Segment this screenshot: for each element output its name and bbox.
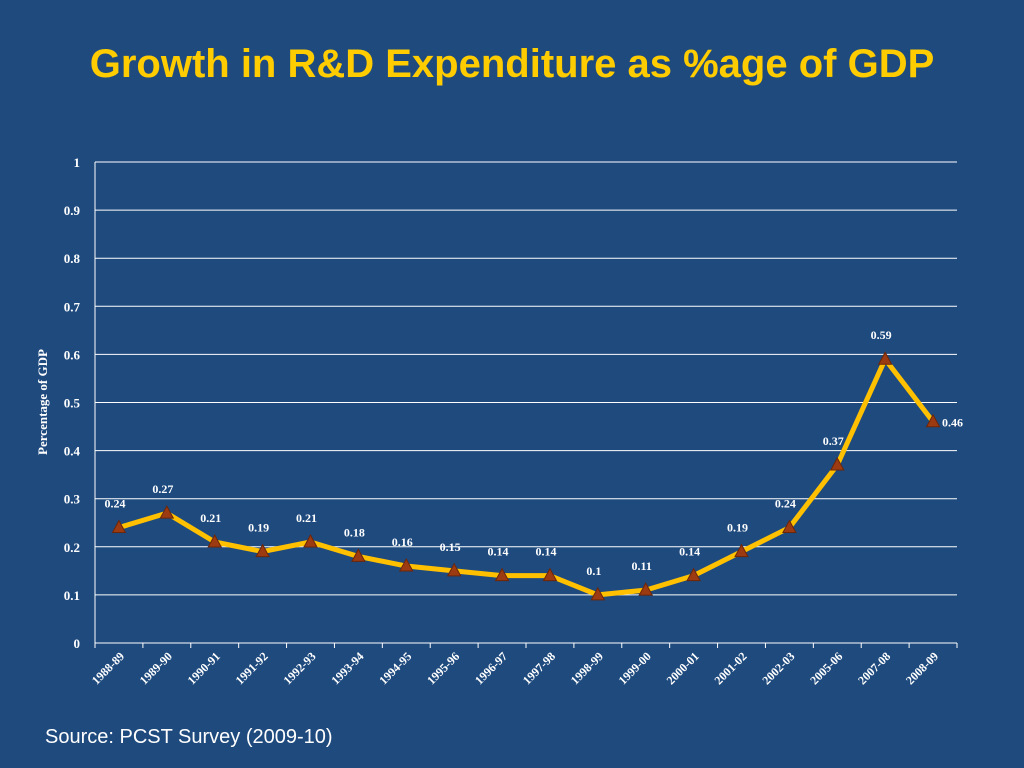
data-labels: 0.24 0.27 0.21 0.19 0.21 0.18 0.16 0.15 0.14 0.14… xyxy=(104,328,963,578)
data-markers xyxy=(111,351,941,601)
y-tick-label: 0.7 xyxy=(64,299,81,314)
x-tick-label: 2001-02 xyxy=(711,649,749,687)
data-label: 0.59 xyxy=(871,328,892,342)
y-tick-label: 0.4 xyxy=(64,444,81,459)
source-note: Source: PCST Survey (2009-10) xyxy=(45,726,333,748)
x-tick-label: 1990-91 xyxy=(185,649,223,687)
data-label: 0.14 xyxy=(535,545,556,559)
series-line xyxy=(116,356,936,598)
data-point xyxy=(111,519,127,534)
x-tick-label: 1988-89 xyxy=(89,649,127,687)
data-label: 0.11 xyxy=(632,559,652,573)
data-point xyxy=(590,586,606,601)
data-point xyxy=(638,582,654,596)
x-tick-label: 2002-03 xyxy=(759,649,797,687)
data-label: 0.21 xyxy=(200,511,221,525)
x-tick-label: 1999-00 xyxy=(616,649,654,687)
y-tick-label: 0.9 xyxy=(64,203,81,218)
data-point xyxy=(303,533,318,548)
data-point xyxy=(925,413,941,428)
x-tick-label: 1989-90 xyxy=(137,649,175,687)
data-point xyxy=(686,567,701,582)
data-label: 0.37 xyxy=(823,434,844,448)
x-tick-label: 2008-09 xyxy=(903,649,941,687)
data-label: 0.24 xyxy=(775,497,796,511)
data-point xyxy=(782,519,797,534)
data-point xyxy=(542,567,558,582)
y-tick-label: 0.5 xyxy=(64,396,81,411)
data-point xyxy=(734,543,749,558)
x-tick-label: 2007-08 xyxy=(855,649,893,687)
data-label: 0.14 xyxy=(679,545,700,559)
data-label: 0.27 xyxy=(152,482,173,496)
data-point xyxy=(351,548,366,562)
y-tick-labels: 0 0.1 0.2 0.3 0.4 0.5 0.6 0.7 0.8 0.9 1 xyxy=(64,155,81,651)
y-tick-label: 0.6 xyxy=(64,347,81,362)
y-tick-label: 0.1 xyxy=(64,588,80,603)
data-point xyxy=(494,567,510,582)
x-tick-label: 1993-94 xyxy=(328,649,366,687)
x-tick-label: 1998-99 xyxy=(568,649,606,687)
data-point xyxy=(159,505,175,519)
x-tick-label: 1994-95 xyxy=(376,649,414,687)
data-point xyxy=(255,543,270,558)
data-label: 0.14 xyxy=(488,545,509,559)
y-tick-label: 1 xyxy=(74,155,81,170)
data-label: 0.24 xyxy=(104,497,125,511)
data-label: 0.1 xyxy=(586,564,601,578)
data-label: 0.21 xyxy=(296,511,317,525)
y-tick-label: 0 xyxy=(74,636,81,651)
data-point xyxy=(877,351,893,365)
y-tick-label: 0.2 xyxy=(64,540,80,555)
data-point xyxy=(446,562,462,577)
gridlines xyxy=(95,161,957,596)
data-label: 0.16 xyxy=(392,535,413,549)
data-label: 0.46 xyxy=(942,416,963,430)
y-tick-label: 0.8 xyxy=(64,251,81,266)
data-label: 0.19 xyxy=(727,521,748,535)
data-label: 0.18 xyxy=(344,525,365,539)
x-tick-label: 2000-01 xyxy=(664,649,702,687)
axes xyxy=(94,162,958,648)
x-tick-label: 1991-92 xyxy=(233,649,271,687)
data-label: 0.15 xyxy=(440,540,461,554)
x-tick-label: 1995-96 xyxy=(424,649,462,687)
chart-title: Growth in R&D Expenditure as %age of GDP xyxy=(89,42,935,86)
data-point xyxy=(207,533,223,548)
y-tick-label: 0.3 xyxy=(64,492,81,507)
data-label: 0.19 xyxy=(248,521,269,535)
data-series xyxy=(116,356,936,598)
x-tick-label: 1992-93 xyxy=(280,649,318,687)
y-axis-label: Percentage of GDP xyxy=(35,349,50,455)
x-tick-label: 2005-06 xyxy=(807,649,845,687)
x-tick-label: 1996-97 xyxy=(472,649,510,687)
data-point xyxy=(829,456,845,471)
data-point xyxy=(398,557,414,572)
x-tick-label: 1997-98 xyxy=(520,649,558,687)
x-tick-labels: 1988-89 1989-90 1990-91 1991-92 1992-93 1993-… xyxy=(89,649,941,687)
